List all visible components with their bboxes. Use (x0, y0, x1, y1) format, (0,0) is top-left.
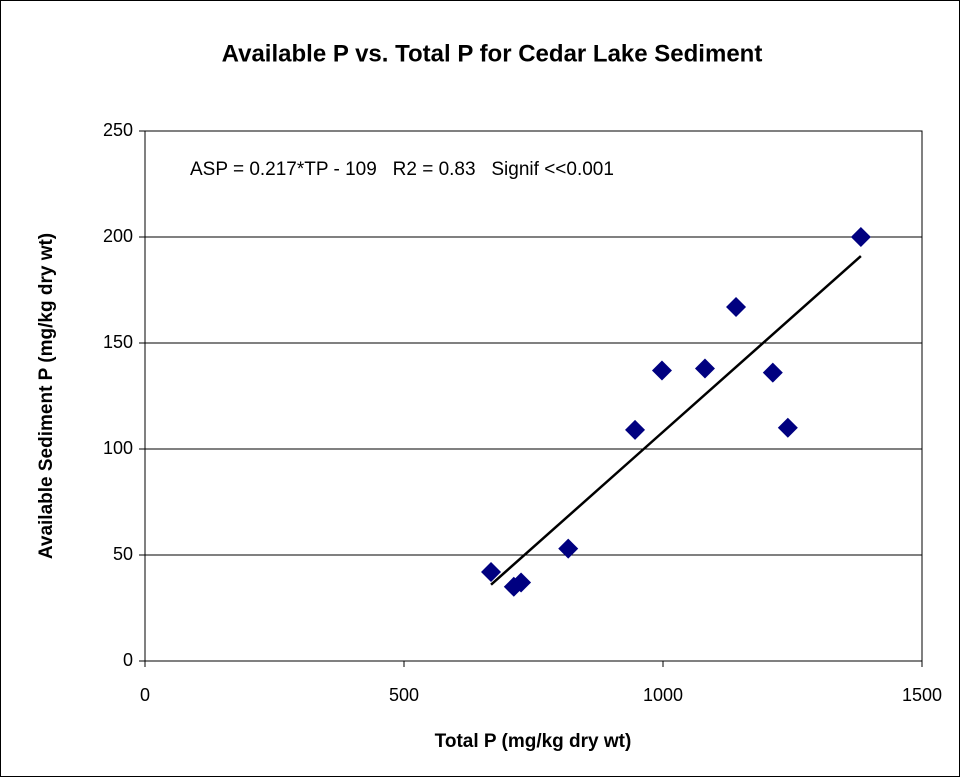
point (762, 362, 783, 383)
plot-area (144, 130, 923, 662)
x-tick-label: 1000 (643, 685, 683, 705)
y-axis-label: Available Sediment P (mg/kg dry wt) (36, 233, 57, 559)
point (850, 227, 871, 247)
point (558, 538, 579, 559)
y-tick-label: 50 (113, 544, 133, 564)
x-tick-label: 1500 (902, 685, 942, 705)
y-tick-label: 150 (103, 332, 133, 352)
point (694, 358, 715, 379)
point (651, 360, 672, 381)
x-axis-label: Total P (mg/kg dry wt) (435, 731, 632, 752)
point (726, 296, 747, 317)
y-tick-label: 250 (103, 120, 133, 140)
point (625, 419, 646, 440)
point (481, 561, 502, 582)
annotation: ASP = 0.217*TP - 109 R2 = 0.83 Signif <<… (190, 159, 614, 180)
y-tick-label: 0 (123, 650, 133, 670)
x-tick-label: 500 (389, 685, 419, 705)
y-tick-label: 200 (103, 226, 133, 246)
x-tick-label: 0 (140, 685, 150, 705)
y-tick-label: 100 (103, 438, 133, 458)
chart-title: Available P vs. Total P for Cedar Lake S… (222, 40, 763, 67)
point (511, 572, 532, 593)
point (777, 417, 798, 438)
trendline (490, 255, 862, 586)
